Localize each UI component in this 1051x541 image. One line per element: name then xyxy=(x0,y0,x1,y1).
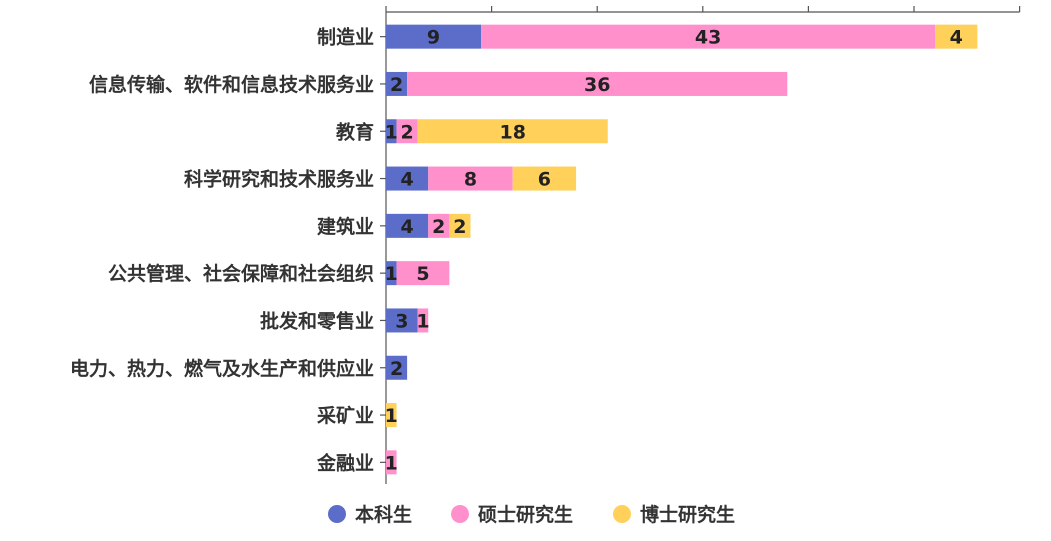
category-label: 采矿业 xyxy=(317,404,374,427)
bar-value-label: 4 xyxy=(950,27,963,49)
bar-value-label: 2 xyxy=(390,74,403,96)
bar-segment xyxy=(386,403,397,428)
bar-segment xyxy=(386,119,397,144)
bar-segment xyxy=(386,308,418,333)
bar-value-label: 18 xyxy=(499,121,525,143)
legend-marker xyxy=(613,505,631,523)
bar-value-label: 4 xyxy=(401,169,414,191)
bar-segment xyxy=(386,261,397,286)
bar-value-label: 2 xyxy=(401,121,414,143)
legend-marker xyxy=(451,505,469,523)
bar-segment xyxy=(449,213,471,238)
legend-label: 本科生 xyxy=(355,503,412,526)
legend-label: 硕士研究生 xyxy=(478,503,573,526)
bar-value-label: 8 xyxy=(464,169,477,191)
bar-segment xyxy=(386,71,408,96)
bar-value-label: 1 xyxy=(385,121,398,143)
bar-value-label: 1 xyxy=(385,263,398,285)
bar-segment xyxy=(407,71,788,96)
bar-value-label: 43 xyxy=(695,27,721,49)
bar-segment xyxy=(935,24,978,49)
bar-value-label: 4 xyxy=(401,216,414,238)
category-labels: 制造业信息传输、软件和信息技术服务业教育科学研究和技术服务业建筑业公共管理、社会… xyxy=(70,26,374,475)
category-label: 建筑业 xyxy=(317,215,374,238)
category-label: 科学研究和技术服务业 xyxy=(184,168,374,191)
legend-item[interactable]: 硕士研究生 xyxy=(451,503,573,526)
bar-value-label: 1 xyxy=(385,405,398,427)
bar-value-label: 5 xyxy=(416,263,429,285)
bar-segment xyxy=(396,119,418,144)
bar-value-label: 1 xyxy=(416,310,429,332)
bar-segment xyxy=(386,450,397,475)
legend-marker xyxy=(328,505,346,523)
category-label: 金融业 xyxy=(316,451,374,474)
bar-value-label: 1 xyxy=(385,452,398,474)
bar-value-label: 2 xyxy=(390,358,403,380)
legend-item[interactable]: 博士研究生 xyxy=(613,503,735,526)
bar-segment xyxy=(386,213,429,238)
category-label: 信息传输、软件和信息技术服务业 xyxy=(89,73,374,96)
legend-item[interactable]: 本科生 xyxy=(328,503,412,526)
category-label: 教育 xyxy=(336,120,374,143)
bar-segment xyxy=(428,213,450,238)
bar-value-label: 36 xyxy=(584,74,610,96)
bar-segment xyxy=(386,166,429,191)
bar-value-label: 9 xyxy=(427,27,440,49)
bar-segment xyxy=(417,119,608,144)
bar-value-label: 2 xyxy=(453,216,466,238)
category-label: 电力、热力、燃气及水生产和供应业 xyxy=(70,357,374,380)
category-label: 制造业 xyxy=(317,26,374,49)
bar-value-label: 2 xyxy=(432,216,445,238)
chart-legend: 本科生 硕士研究生 博士研究生 xyxy=(328,503,735,526)
bar-segment xyxy=(512,166,577,191)
bar-segment xyxy=(428,166,513,191)
category-label: 公共管理、社会保障和社会组织 xyxy=(108,262,374,285)
legend-label: 博士研究生 xyxy=(640,503,735,526)
bar-segment xyxy=(386,24,482,49)
bar-value-label: 3 xyxy=(395,310,408,332)
bar-segment xyxy=(386,355,408,380)
bar-segment xyxy=(481,24,936,49)
category-label: 批发和零售业 xyxy=(260,309,374,332)
bar-value-label: 6 xyxy=(538,169,551,191)
bar-segment xyxy=(417,308,429,333)
bar-segment xyxy=(396,261,450,286)
